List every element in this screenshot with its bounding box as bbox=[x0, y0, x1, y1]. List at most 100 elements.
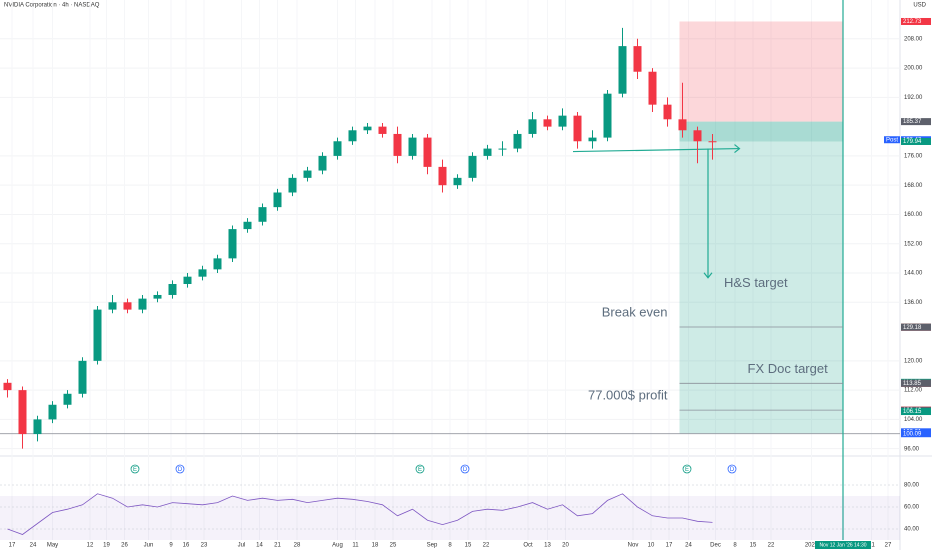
candle-body bbox=[423, 137, 432, 167]
x-tick-label: 23 bbox=[201, 543, 208, 549]
candle-body bbox=[633, 46, 642, 72]
x-tick-label: May bbox=[47, 543, 58, 549]
candle-body bbox=[438, 166, 447, 186]
neckline bbox=[572, 147, 740, 153]
event-label: E bbox=[418, 467, 422, 473]
stop-zone bbox=[679, 21, 843, 122]
candle-body bbox=[108, 302, 117, 310]
candle-body bbox=[468, 155, 477, 178]
event-icon bbox=[682, 464, 692, 474]
x-tick-label: Oct bbox=[523, 543, 533, 549]
x-tick-label: 12 bbox=[87, 543, 94, 549]
event-icon bbox=[130, 464, 140, 474]
x-tick-label: 22 bbox=[483, 543, 490, 549]
x-tick-label: 18 bbox=[372, 543, 379, 549]
candle-body bbox=[378, 126, 387, 134]
candle-body bbox=[333, 141, 342, 156]
candle-body bbox=[648, 71, 657, 105]
rsi-tick-label: 80.00 bbox=[904, 483, 920, 489]
candle-body bbox=[243, 221, 252, 230]
x-tick-label: 15 bbox=[750, 543, 757, 549]
price-badge bbox=[901, 379, 931, 387]
y-tick-label: 144.00 bbox=[904, 271, 923, 277]
target-zone bbox=[679, 141, 843, 434]
candle-body bbox=[588, 137, 597, 142]
price-badge bbox=[901, 408, 931, 416]
candle-body bbox=[498, 148, 507, 150]
x-tick-label: Nov bbox=[628, 543, 639, 549]
level-label: FX Doc target bbox=[748, 361, 829, 376]
candle-body bbox=[228, 229, 237, 259]
rsi-line bbox=[7, 493, 713, 535]
price-badge bbox=[901, 430, 931, 438]
y-tick-label: 112.00 bbox=[904, 388, 923, 394]
y-tick-label: 192.00 bbox=[904, 95, 923, 101]
candle-body bbox=[123, 302, 132, 310]
x-tick-label: 28 bbox=[294, 543, 301, 549]
candle-body bbox=[558, 115, 567, 127]
x-tick-label: Sep bbox=[427, 543, 438, 549]
y-tick-label: 200.00 bbox=[904, 66, 923, 72]
y-tick-label: 168.00 bbox=[904, 183, 923, 189]
entry-zone bbox=[679, 121, 843, 142]
x-tick-label: 24 bbox=[685, 543, 692, 549]
candle-body bbox=[708, 141, 717, 143]
price-badge bbox=[901, 137, 931, 145]
y-tick-label: 104.00 bbox=[904, 417, 923, 423]
event-label: D bbox=[730, 467, 735, 473]
x-tick-label: 25 bbox=[390, 543, 397, 549]
x-tick-label: 8 bbox=[448, 543, 452, 549]
level-label: Break even bbox=[602, 304, 668, 319]
x-tick-label: 15 bbox=[465, 543, 472, 549]
candle-body bbox=[138, 298, 147, 310]
price-badge bbox=[901, 118, 931, 126]
price-badge bbox=[901, 17, 931, 25]
y-tick-label: 136.00 bbox=[904, 300, 923, 306]
event-icon bbox=[460, 464, 470, 474]
candle-body bbox=[153, 294, 162, 299]
x-tick-label: 17 bbox=[9, 543, 16, 549]
rsi-tick-label: 40.00 bbox=[904, 527, 920, 533]
candle-body bbox=[453, 177, 462, 186]
x-tick-label: 21 bbox=[274, 543, 281, 549]
post-label: Post bbox=[886, 137, 898, 143]
candle-body bbox=[3, 382, 12, 391]
candle-body bbox=[618, 46, 627, 94]
price-badge-label: 129.18 bbox=[903, 325, 922, 331]
candle-body bbox=[63, 393, 72, 405]
x-tick-label: 19 bbox=[103, 543, 110, 549]
price-badge-label: 113.85 bbox=[903, 381, 922, 387]
candle-body bbox=[363, 126, 372, 131]
x-tick-label: Aug bbox=[332, 543, 343, 549]
price-badge-label: 185.37 bbox=[903, 119, 922, 125]
candle-body bbox=[573, 115, 582, 142]
x-tick-label: 9 bbox=[169, 543, 173, 549]
rsi-band bbox=[0, 496, 900, 540]
x-tick-label: 22 bbox=[768, 543, 775, 549]
x-tick-label: 13 bbox=[544, 543, 551, 549]
hs-label: H&S target bbox=[724, 275, 788, 290]
x-tick-label: 8 bbox=[733, 543, 737, 549]
candle-body bbox=[408, 137, 417, 156]
candle-body bbox=[693, 130, 702, 142]
currency: USD bbox=[913, 3, 926, 9]
x-tick-label: Jul bbox=[238, 543, 246, 549]
rsi-tick-label: 60.00 bbox=[904, 505, 920, 511]
x-tick-label: 14 bbox=[256, 543, 263, 549]
event-icon bbox=[415, 464, 425, 474]
x-tick-label: 10 bbox=[648, 543, 655, 549]
candle-body bbox=[213, 258, 222, 270]
candle-body bbox=[48, 404, 57, 420]
candle-body bbox=[528, 119, 537, 134]
candle-body bbox=[393, 133, 402, 156]
price-badge-label: 106.15 bbox=[903, 409, 922, 415]
y-tick-label: 120.00 bbox=[904, 358, 923, 364]
candle-body bbox=[93, 309, 102, 361]
cursor-badge bbox=[815, 541, 871, 549]
y-tick-label: 160.00 bbox=[904, 212, 923, 218]
candle-body bbox=[603, 93, 612, 138]
price-badge-label: 100.09 bbox=[903, 431, 922, 437]
price-badge-label: 212.73 bbox=[903, 19, 922, 25]
cursor-label: Nov 12 Jan '26 14:30 bbox=[819, 542, 866, 548]
